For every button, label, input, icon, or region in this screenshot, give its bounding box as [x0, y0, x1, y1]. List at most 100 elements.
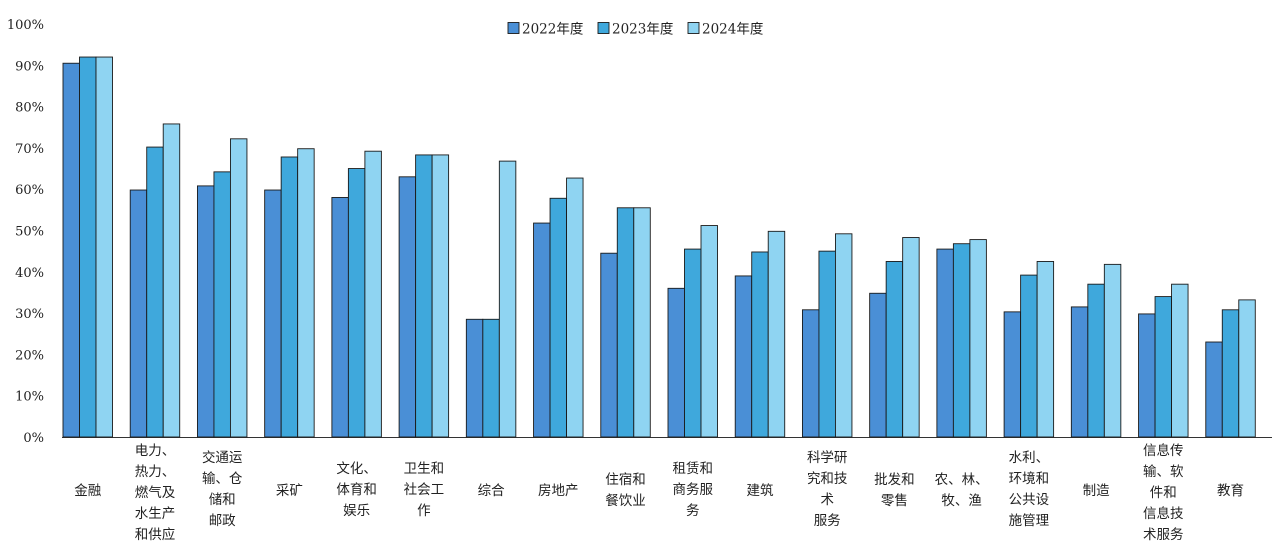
bar	[62, 62, 80, 438]
bar	[885, 261, 904, 438]
bar	[751, 251, 769, 438]
bar	[902, 237, 920, 438]
category-label: 租赁和	[673, 461, 714, 477]
bar	[297, 148, 315, 438]
y-tick-label: 30%	[15, 307, 44, 322]
category-label: 术服务	[1143, 527, 1184, 543]
category-label: 零售	[881, 493, 908, 509]
category-label: 采矿	[276, 483, 303, 499]
category-label: 务	[686, 503, 700, 519]
bar	[482, 318, 500, 438]
bar	[1221, 309, 1240, 438]
category-label: 输、仓	[202, 471, 243, 487]
bar	[1003, 311, 1022, 438]
bar	[616, 207, 635, 438]
bar	[347, 168, 366, 438]
legend-label: 2023年度	[612, 22, 673, 38]
category-label: 建筑	[746, 483, 773, 499]
bar	[1171, 283, 1189, 438]
bar	[465, 318, 484, 438]
category-label: 交通运	[202, 449, 243, 466]
bar	[398, 176, 417, 438]
category-label: 究和技	[807, 471, 848, 487]
category-label: 体育和	[336, 482, 377, 498]
bar	[1238, 299, 1256, 438]
bar	[498, 160, 517, 438]
category-label: 教育	[1217, 483, 1244, 499]
bar	[280, 156, 299, 438]
category-label: 服务	[814, 513, 841, 529]
bar	[684, 248, 702, 438]
category-label: 环境和	[1009, 471, 1050, 487]
bar	[566, 177, 584, 438]
category-label: 综合	[478, 483, 505, 499]
category-label: 邮政	[209, 513, 236, 529]
bar	[633, 207, 651, 438]
category-label: 件和	[1150, 485, 1177, 501]
bar	[1070, 306, 1089, 438]
category-label: 住宿和	[605, 471, 646, 488]
category-label: 储和	[209, 492, 236, 508]
bar	[734, 275, 753, 438]
category-label: 商务服	[673, 482, 714, 498]
y-tick-label: 80%	[15, 101, 44, 116]
category-label: 热力、	[135, 464, 176, 480]
bar	[767, 230, 786, 438]
category-label: 术	[820, 492, 834, 508]
y-tick-label: 90%	[15, 59, 44, 74]
legend-label: 2024年度	[702, 22, 763, 38]
y-tick-label: 0%	[23, 431, 44, 446]
bar	[1036, 261, 1055, 438]
category-label: 卫生和	[404, 461, 445, 477]
category-label: 公共设	[1009, 492, 1050, 508]
bar	[431, 154, 450, 438]
bar	[533, 222, 551, 438]
category-label: 餐饮业	[605, 493, 646, 509]
category-label: 燃气及	[135, 484, 176, 501]
category-label: 文化、	[336, 461, 377, 477]
bar	[869, 292, 887, 438]
bars	[62, 56, 1256, 438]
category-label: 作	[417, 503, 431, 519]
y-tick-label: 50%	[15, 225, 44, 240]
bar	[364, 150, 382, 438]
bar	[667, 287, 685, 438]
bar	[415, 154, 433, 438]
bar	[936, 248, 954, 438]
bar	[95, 56, 113, 438]
bar	[969, 239, 987, 438]
category-label: 农、林、	[935, 472, 989, 488]
bar	[1154, 296, 1173, 438]
y-tick-label: 100%	[7, 18, 44, 33]
bar	[1087, 283, 1105, 438]
bar	[801, 309, 820, 438]
category-label: 金融	[74, 483, 101, 499]
bar	[264, 189, 282, 438]
category-label: 信息技	[1143, 505, 1184, 522]
bar	[162, 123, 181, 438]
category-label: 水生产	[135, 506, 176, 522]
y-tick-label: 70%	[15, 142, 44, 157]
y-tick-label: 40%	[15, 266, 44, 281]
category-label: 水利、	[1009, 450, 1050, 466]
bar	[818, 250, 836, 438]
category-label: 施管理	[1009, 513, 1050, 529]
bar	[549, 197, 568, 438]
category-label: 社会工	[404, 482, 445, 498]
bar	[834, 233, 853, 438]
y-tick-label: 10%	[15, 390, 44, 405]
category-label: 和供应	[135, 526, 176, 543]
bar	[213, 171, 231, 438]
category-label: 批发和	[874, 472, 915, 488]
bar	[196, 185, 215, 438]
legend-swatch	[597, 22, 610, 34]
legend: 2022年度 2023年度 2024年度	[507, 22, 763, 38]
legend-label: 2022年度	[522, 22, 583, 38]
bar	[331, 197, 349, 438]
bar	[952, 243, 971, 438]
category-label: 牧、渔	[941, 493, 982, 509]
bar	[229, 138, 248, 438]
category-label: 信息传	[1143, 442, 1184, 459]
